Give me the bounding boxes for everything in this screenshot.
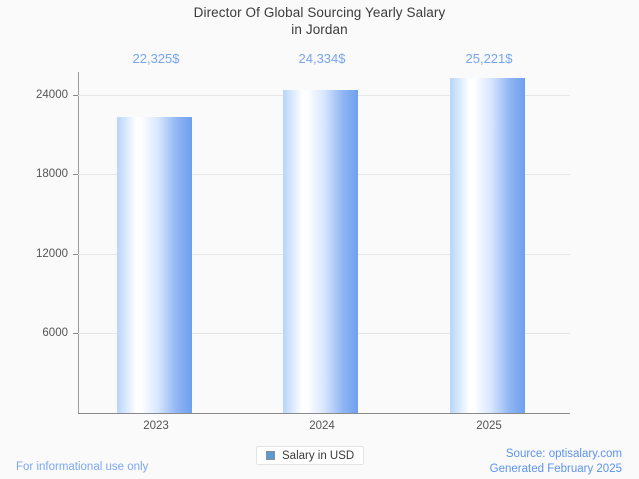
source-block: Source: optisalary.com Generated Februar… [490,447,622,477]
plot-area: 6000 12000 18000 24000 [36,72,570,414]
bar-2025[interactable] [450,78,525,413]
y-tick-mark-12000 [73,253,78,255]
disclaimer-text: For informational use only [16,461,149,473]
x-tick-label-2025: 2025 [476,420,502,432]
chart-title-line-2: in Jordan [291,22,348,37]
y-tick-mark-6000 [73,333,78,335]
legend-label-salary: Salary in USD [282,449,355,462]
legend-swatch-icon [266,451,275,460]
bar-2024[interactable] [283,90,358,413]
chart-title: Director Of Global Sourcing Yearly Salar… [0,4,639,38]
y-tick-label-24000: 24000 [36,88,68,101]
y-tick-label-18000: 18000 [36,168,68,181]
chart-legend[interactable]: Salary in USD [256,446,365,465]
y-tick-label-12000: 12000 [36,247,68,260]
chart-title-line-1: Director Of Global Sourcing Yearly Salar… [193,5,446,20]
bar-value-label-2023: 22,325$ [132,51,180,66]
source-text: Source: optisalary.com [505,448,622,460]
generated-text: Generated February 2025 [489,463,622,475]
bar-2023[interactable] [117,116,192,413]
x-axis-spine [78,413,570,414]
y-tick-label-6000: 6000 [42,327,68,340]
bar-value-label-2024: 24,334$ [298,51,346,66]
bar-value-label-2025: 25,221$ [465,51,513,66]
y-axis-spine [78,72,79,414]
x-tick-label-2023: 2023 [143,420,169,432]
y-tick-mark-24000 [73,94,78,96]
y-tick-mark-18000 [73,174,78,176]
x-tick-label-2024: 2024 [309,420,335,432]
